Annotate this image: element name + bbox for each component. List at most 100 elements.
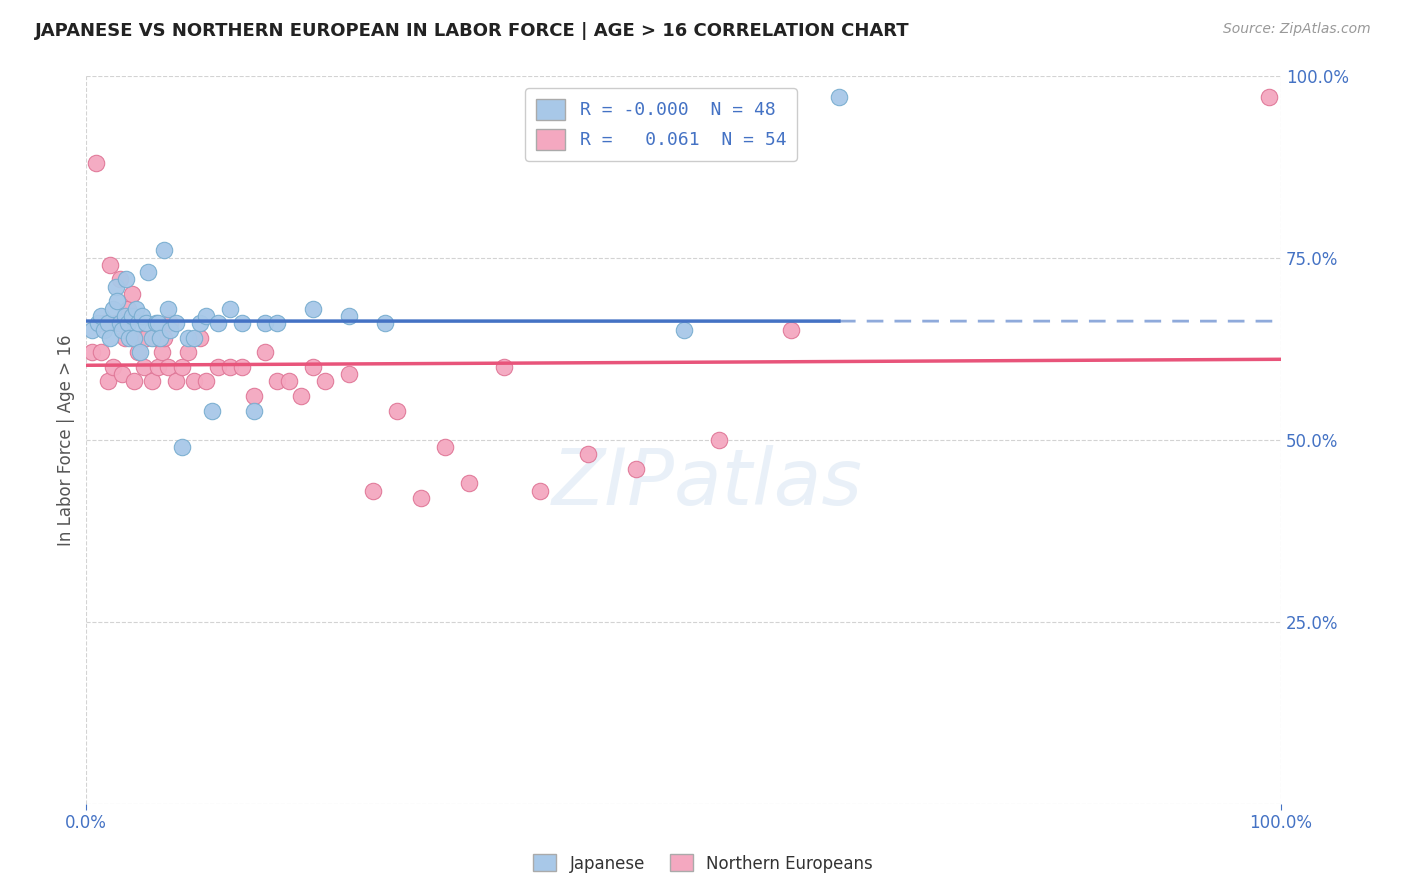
Point — [93, 323, 115, 337]
Point — [337, 309, 360, 323]
Text: JAPANESE VS NORTHERN EUROPEAN IN LABOR FORCE | AGE > 16 CORRELATION CHART: JAPANESE VS NORTHERN EUROPEAN IN LABOR F… — [35, 22, 910, 40]
Point — [90, 345, 112, 359]
Point — [105, 316, 128, 330]
Point — [207, 359, 229, 374]
Point — [98, 331, 121, 345]
Point — [242, 389, 264, 403]
Point — [314, 375, 336, 389]
Point — [828, 90, 851, 104]
Point — [409, 491, 432, 505]
Point — [207, 316, 229, 330]
Point — [141, 331, 163, 345]
Point — [218, 359, 240, 374]
Point — [132, 359, 155, 374]
Point — [111, 367, 134, 381]
Point — [105, 279, 128, 293]
Point — [117, 316, 139, 330]
Point — [1258, 90, 1281, 104]
Point — [84, 156, 107, 170]
Point — [127, 316, 149, 330]
Point — [114, 309, 136, 323]
Point — [141, 375, 163, 389]
Point — [254, 316, 277, 330]
Point — [129, 331, 152, 345]
Point — [709, 433, 731, 447]
Point — [97, 316, 120, 330]
Point — [302, 301, 325, 316]
Point — [101, 301, 124, 316]
Legend: Japanese, Northern Europeans: Japanese, Northern Europeans — [526, 847, 880, 880]
Text: Source: ZipAtlas.com: Source: ZipAtlas.com — [1223, 22, 1371, 37]
Point — [494, 359, 516, 374]
Point — [188, 316, 211, 330]
Point — [337, 367, 360, 381]
Point — [131, 309, 153, 323]
Point — [108, 316, 131, 330]
Point — [146, 316, 169, 330]
Point — [188, 331, 211, 345]
Point — [121, 287, 143, 301]
Point — [82, 323, 104, 337]
Point — [118, 331, 141, 345]
Y-axis label: In Labor Force | Age > 16: In Labor Force | Age > 16 — [58, 334, 75, 546]
Point — [183, 331, 205, 345]
Point — [90, 309, 112, 323]
Point — [150, 345, 173, 359]
Point — [159, 323, 181, 337]
Point — [194, 309, 217, 323]
Point — [97, 375, 120, 389]
Point — [170, 440, 193, 454]
Point — [114, 331, 136, 345]
Point — [170, 359, 193, 374]
Point — [201, 403, 224, 417]
Point — [122, 375, 145, 389]
Point — [117, 301, 139, 316]
Point — [302, 359, 325, 374]
Point — [290, 389, 312, 403]
Point — [87, 316, 110, 330]
Point — [278, 375, 301, 389]
Point — [266, 316, 288, 330]
Point — [159, 316, 181, 330]
Point — [108, 272, 131, 286]
Point — [82, 345, 104, 359]
Point — [624, 462, 647, 476]
Point — [254, 345, 277, 359]
Point — [156, 359, 179, 374]
Point — [374, 316, 396, 330]
Point — [457, 476, 479, 491]
Point — [165, 316, 187, 330]
Point — [105, 294, 128, 309]
Point — [177, 331, 200, 345]
Point — [129, 345, 152, 359]
Point — [135, 316, 157, 330]
Point — [183, 375, 205, 389]
Point — [121, 309, 143, 323]
Point — [149, 331, 172, 345]
Point — [93, 316, 115, 330]
Point — [101, 359, 124, 374]
Point — [156, 301, 179, 316]
Point — [433, 440, 456, 454]
Point — [127, 345, 149, 359]
Point — [146, 359, 169, 374]
Point — [672, 323, 695, 337]
Point — [135, 331, 157, 345]
Point — [576, 447, 599, 461]
Point — [98, 258, 121, 272]
Point — [122, 331, 145, 345]
Point — [194, 375, 217, 389]
Point — [266, 375, 288, 389]
Point — [218, 301, 240, 316]
Point — [111, 323, 134, 337]
Point — [231, 359, 253, 374]
Point — [145, 331, 167, 345]
Point — [177, 345, 200, 359]
Point — [125, 301, 148, 316]
Point — [361, 483, 384, 498]
Point — [114, 272, 136, 286]
Text: ZIPatlas: ZIPatlas — [553, 445, 863, 522]
Point — [145, 316, 167, 330]
Point — [242, 403, 264, 417]
Point — [385, 403, 408, 417]
